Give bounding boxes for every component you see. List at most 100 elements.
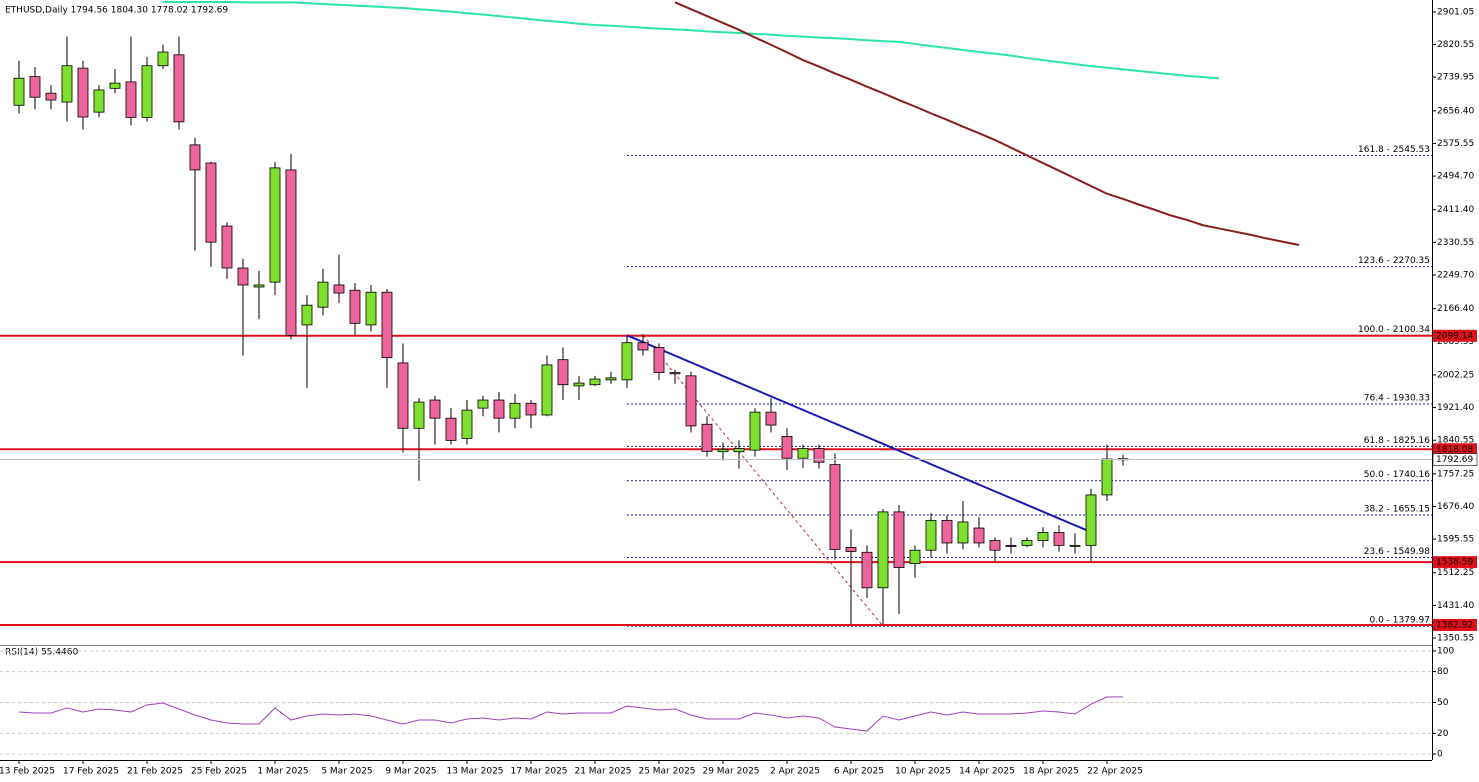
candle-body xyxy=(493,399,505,419)
fib-label: 38.2 - 1655.15 xyxy=(1364,505,1430,515)
y-tick-label: 1595.55 xyxy=(1437,535,1474,545)
candle-body xyxy=(461,409,473,439)
candle-body xyxy=(317,281,329,308)
fib-anchor xyxy=(642,334,884,627)
fib-label: 161.8 - 2545.53 xyxy=(1358,145,1430,155)
x-tick-label: 13 Mar 2025 xyxy=(446,767,503,777)
candle-body xyxy=(973,527,985,544)
candle-body xyxy=(1037,532,1049,541)
x-tick-label: 29 Mar 2025 xyxy=(702,767,759,777)
candle-body xyxy=(653,347,665,373)
y-tick-label: 1431.40 xyxy=(1437,601,1474,611)
level-label-box xyxy=(1433,329,1477,342)
x-tick-label: 17 Feb 2025 xyxy=(63,767,119,777)
candle-body xyxy=(173,54,185,123)
fib-label: 0.0 - 1379.97 xyxy=(1370,616,1431,626)
candle-body xyxy=(77,67,89,118)
candle-body xyxy=(717,448,729,453)
chart-title: ETHUSD,Daily 1794.56 1804.30 1778.02 179… xyxy=(5,6,228,16)
moving-average xyxy=(163,0,1220,80)
candle-body xyxy=(29,76,41,98)
candle-body xyxy=(909,549,921,564)
y-tick-label: 2494.70 xyxy=(1437,172,1474,182)
y-tick-label: 2739.95 xyxy=(1437,73,1474,83)
x-tick-label: 2 Apr 2025 xyxy=(770,767,820,777)
current-price-label: 1792.69 xyxy=(1436,455,1473,465)
fib-label: 100.0 - 2100.34 xyxy=(1358,325,1430,335)
candle-body xyxy=(397,362,409,429)
candle-body xyxy=(125,81,137,118)
candle-body xyxy=(573,382,585,387)
candle-body xyxy=(797,448,809,459)
x-tick-label: 6 Apr 2025 xyxy=(834,767,884,777)
candle-body xyxy=(221,225,233,269)
x-tick-label: 21 Mar 2025 xyxy=(574,767,631,777)
fib-label: 23.6 - 1549.98 xyxy=(1364,547,1430,557)
y-tick-label: 1512.25 xyxy=(1437,568,1474,578)
candle-body xyxy=(509,402,521,419)
x-tick-label: 13 Feb 2025 xyxy=(0,767,55,777)
candle-body xyxy=(189,144,201,171)
candle-body xyxy=(669,372,681,375)
candle-body xyxy=(93,89,105,113)
candle-body xyxy=(957,521,969,544)
fib-label: 50.0 - 1740.16 xyxy=(1364,470,1430,480)
candle-body xyxy=(285,169,297,336)
fib-label: 76.4 - 1930.33 xyxy=(1364,393,1430,403)
candle-body xyxy=(349,289,361,324)
fib-label: 61.8 - 1825.16 xyxy=(1364,436,1430,446)
candle-body xyxy=(61,65,73,103)
candle-body xyxy=(605,377,617,381)
y-tick-label: 2820.55 xyxy=(1437,40,1474,50)
level-label: 1538.59 xyxy=(1436,558,1473,568)
x-tick-label: 25 Feb 2025 xyxy=(191,767,247,777)
x-tick-label: 17 Mar 2025 xyxy=(510,767,567,777)
y-tick-label: 2656.40 xyxy=(1437,106,1474,116)
candle-body xyxy=(877,511,889,589)
x-tick-label: 14 Apr 2025 xyxy=(959,767,1015,777)
candle-body xyxy=(365,291,377,326)
candle-body xyxy=(829,464,841,550)
candle-body xyxy=(701,423,713,452)
y-tick-label: 2411.40 xyxy=(1437,205,1474,215)
moving-average xyxy=(674,1,1300,246)
candle-body xyxy=(477,399,489,409)
candle-body xyxy=(989,540,1001,551)
candle-body xyxy=(765,411,777,426)
candle-body xyxy=(845,547,857,552)
candle-body xyxy=(1101,458,1113,496)
candle-body xyxy=(1053,532,1065,546)
candle-body xyxy=(141,65,153,118)
x-tick-label: 9 Mar 2025 xyxy=(385,767,436,777)
level-label: 2099.14 xyxy=(1436,331,1473,341)
level-label-box xyxy=(1433,618,1477,631)
candle-body xyxy=(781,435,793,459)
y-tick-label: 1757.25 xyxy=(1437,469,1474,479)
candle-body xyxy=(253,284,265,288)
y-tick-label: 2575.55 xyxy=(1437,139,1474,149)
trendline xyxy=(626,334,1092,533)
candle-body xyxy=(205,162,217,243)
candle-body xyxy=(1005,544,1017,547)
candle-body xyxy=(1021,540,1033,546)
candle-body xyxy=(445,417,457,441)
candle-body xyxy=(637,342,649,351)
y-tick-label: 1350.55 xyxy=(1437,634,1474,644)
level-label-box xyxy=(1433,556,1477,569)
x-tick-label: 5 Mar 2025 xyxy=(321,767,372,777)
y-tick-label: 100 xyxy=(1437,646,1454,656)
candle-body xyxy=(621,342,633,381)
candle-body xyxy=(861,551,873,589)
current-price-box xyxy=(1432,453,1478,466)
y-tick-label: 2166.40 xyxy=(1437,304,1474,314)
x-tick-label: 21 Feb 2025 xyxy=(127,767,183,777)
y-tick-label: 1676.40 xyxy=(1437,502,1474,512)
level-label: 1382.92 xyxy=(1436,620,1473,630)
candle-body xyxy=(381,291,393,359)
candle-body xyxy=(301,304,313,326)
y-tick-label: 80 xyxy=(1437,667,1449,677)
candle-body xyxy=(45,92,57,101)
x-tick-label: 1 Mar 2025 xyxy=(257,767,308,777)
level-label-box xyxy=(1433,443,1477,456)
